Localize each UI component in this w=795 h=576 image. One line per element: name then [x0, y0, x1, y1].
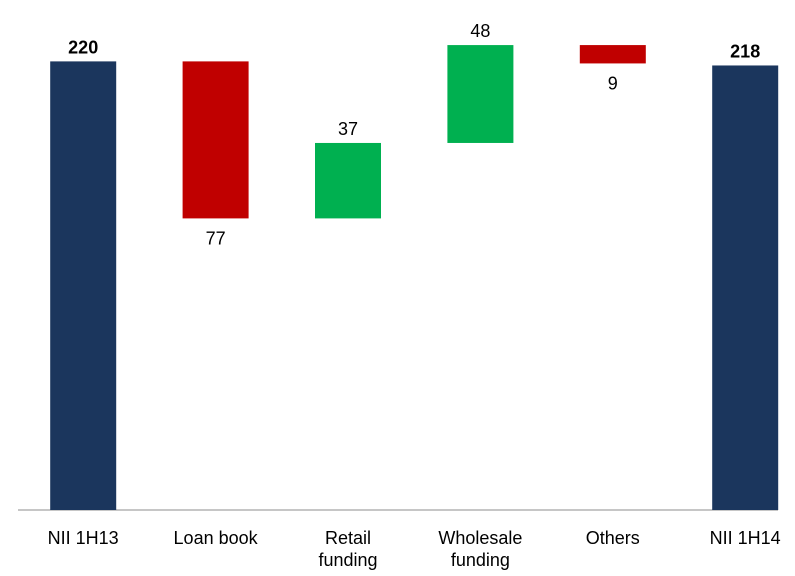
bar	[182, 61, 249, 219]
category-label: Wholesale funding	[438, 528, 523, 570]
bar	[50, 61, 117, 511]
category-label: Loan book	[173, 528, 258, 548]
value-label: 77	[206, 228, 226, 248]
bar	[315, 142, 381, 219]
value-label: 220	[68, 37, 98, 57]
value-label: 37	[338, 119, 358, 139]
bar	[447, 45, 514, 143]
value-label: 9	[608, 73, 618, 93]
category-label: Others	[585, 528, 640, 548]
category-label: Retail funding	[318, 528, 378, 570]
value-label: 48	[470, 21, 490, 41]
category-label: NII 1H14	[709, 528, 781, 548]
bar	[579, 45, 646, 64]
value-label: 218	[730, 41, 760, 61]
bar	[712, 65, 779, 510]
category-label: NII 1H13	[47, 528, 119, 548]
